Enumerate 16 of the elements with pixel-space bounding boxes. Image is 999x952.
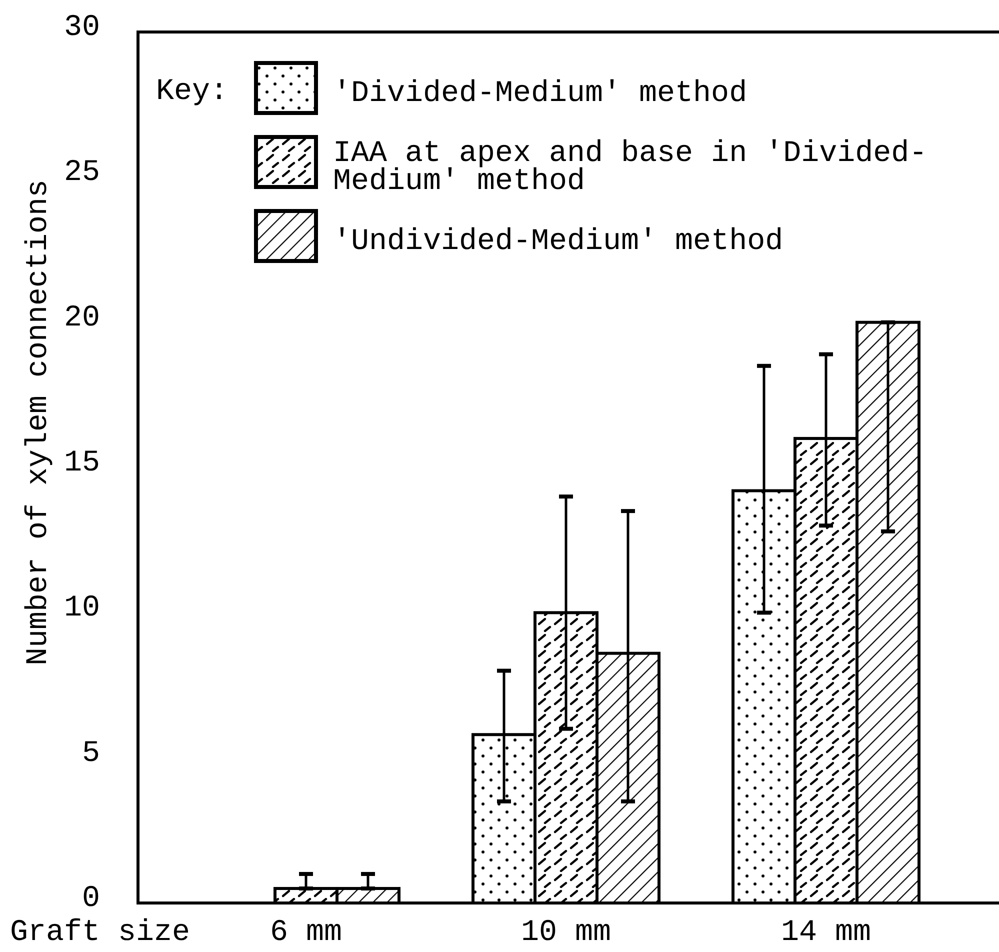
legend-title: Key: bbox=[156, 75, 228, 109]
legend-label: 'Divided-Medium' method bbox=[333, 77, 748, 111]
y-axis-title: Number of xylem connections bbox=[22, 179, 56, 666]
legend-label: IAA at apex and base in 'Divided-Medium' method bbox=[333, 137, 928, 199]
y-tick-label: 25 bbox=[64, 156, 100, 190]
x-tick-label: 14 mm bbox=[780, 916, 872, 950]
x-tick-label: 6 mm bbox=[270, 916, 342, 950]
y-tick-label: 20 bbox=[64, 301, 100, 336]
y-tick-label: 30 bbox=[64, 10, 100, 45]
legend-label: 'Undivided-Medium' method bbox=[333, 225, 784, 259]
y-tick-label: 15 bbox=[64, 446, 100, 480]
x-tick-label: 10 mm bbox=[520, 916, 612, 950]
y-tick-label: 10 bbox=[64, 592, 100, 626]
y-tick-label: 0 bbox=[82, 882, 100, 916]
y-tick-label: 5 bbox=[82, 736, 100, 771]
x-axis-title: Graft size bbox=[10, 916, 190, 950]
